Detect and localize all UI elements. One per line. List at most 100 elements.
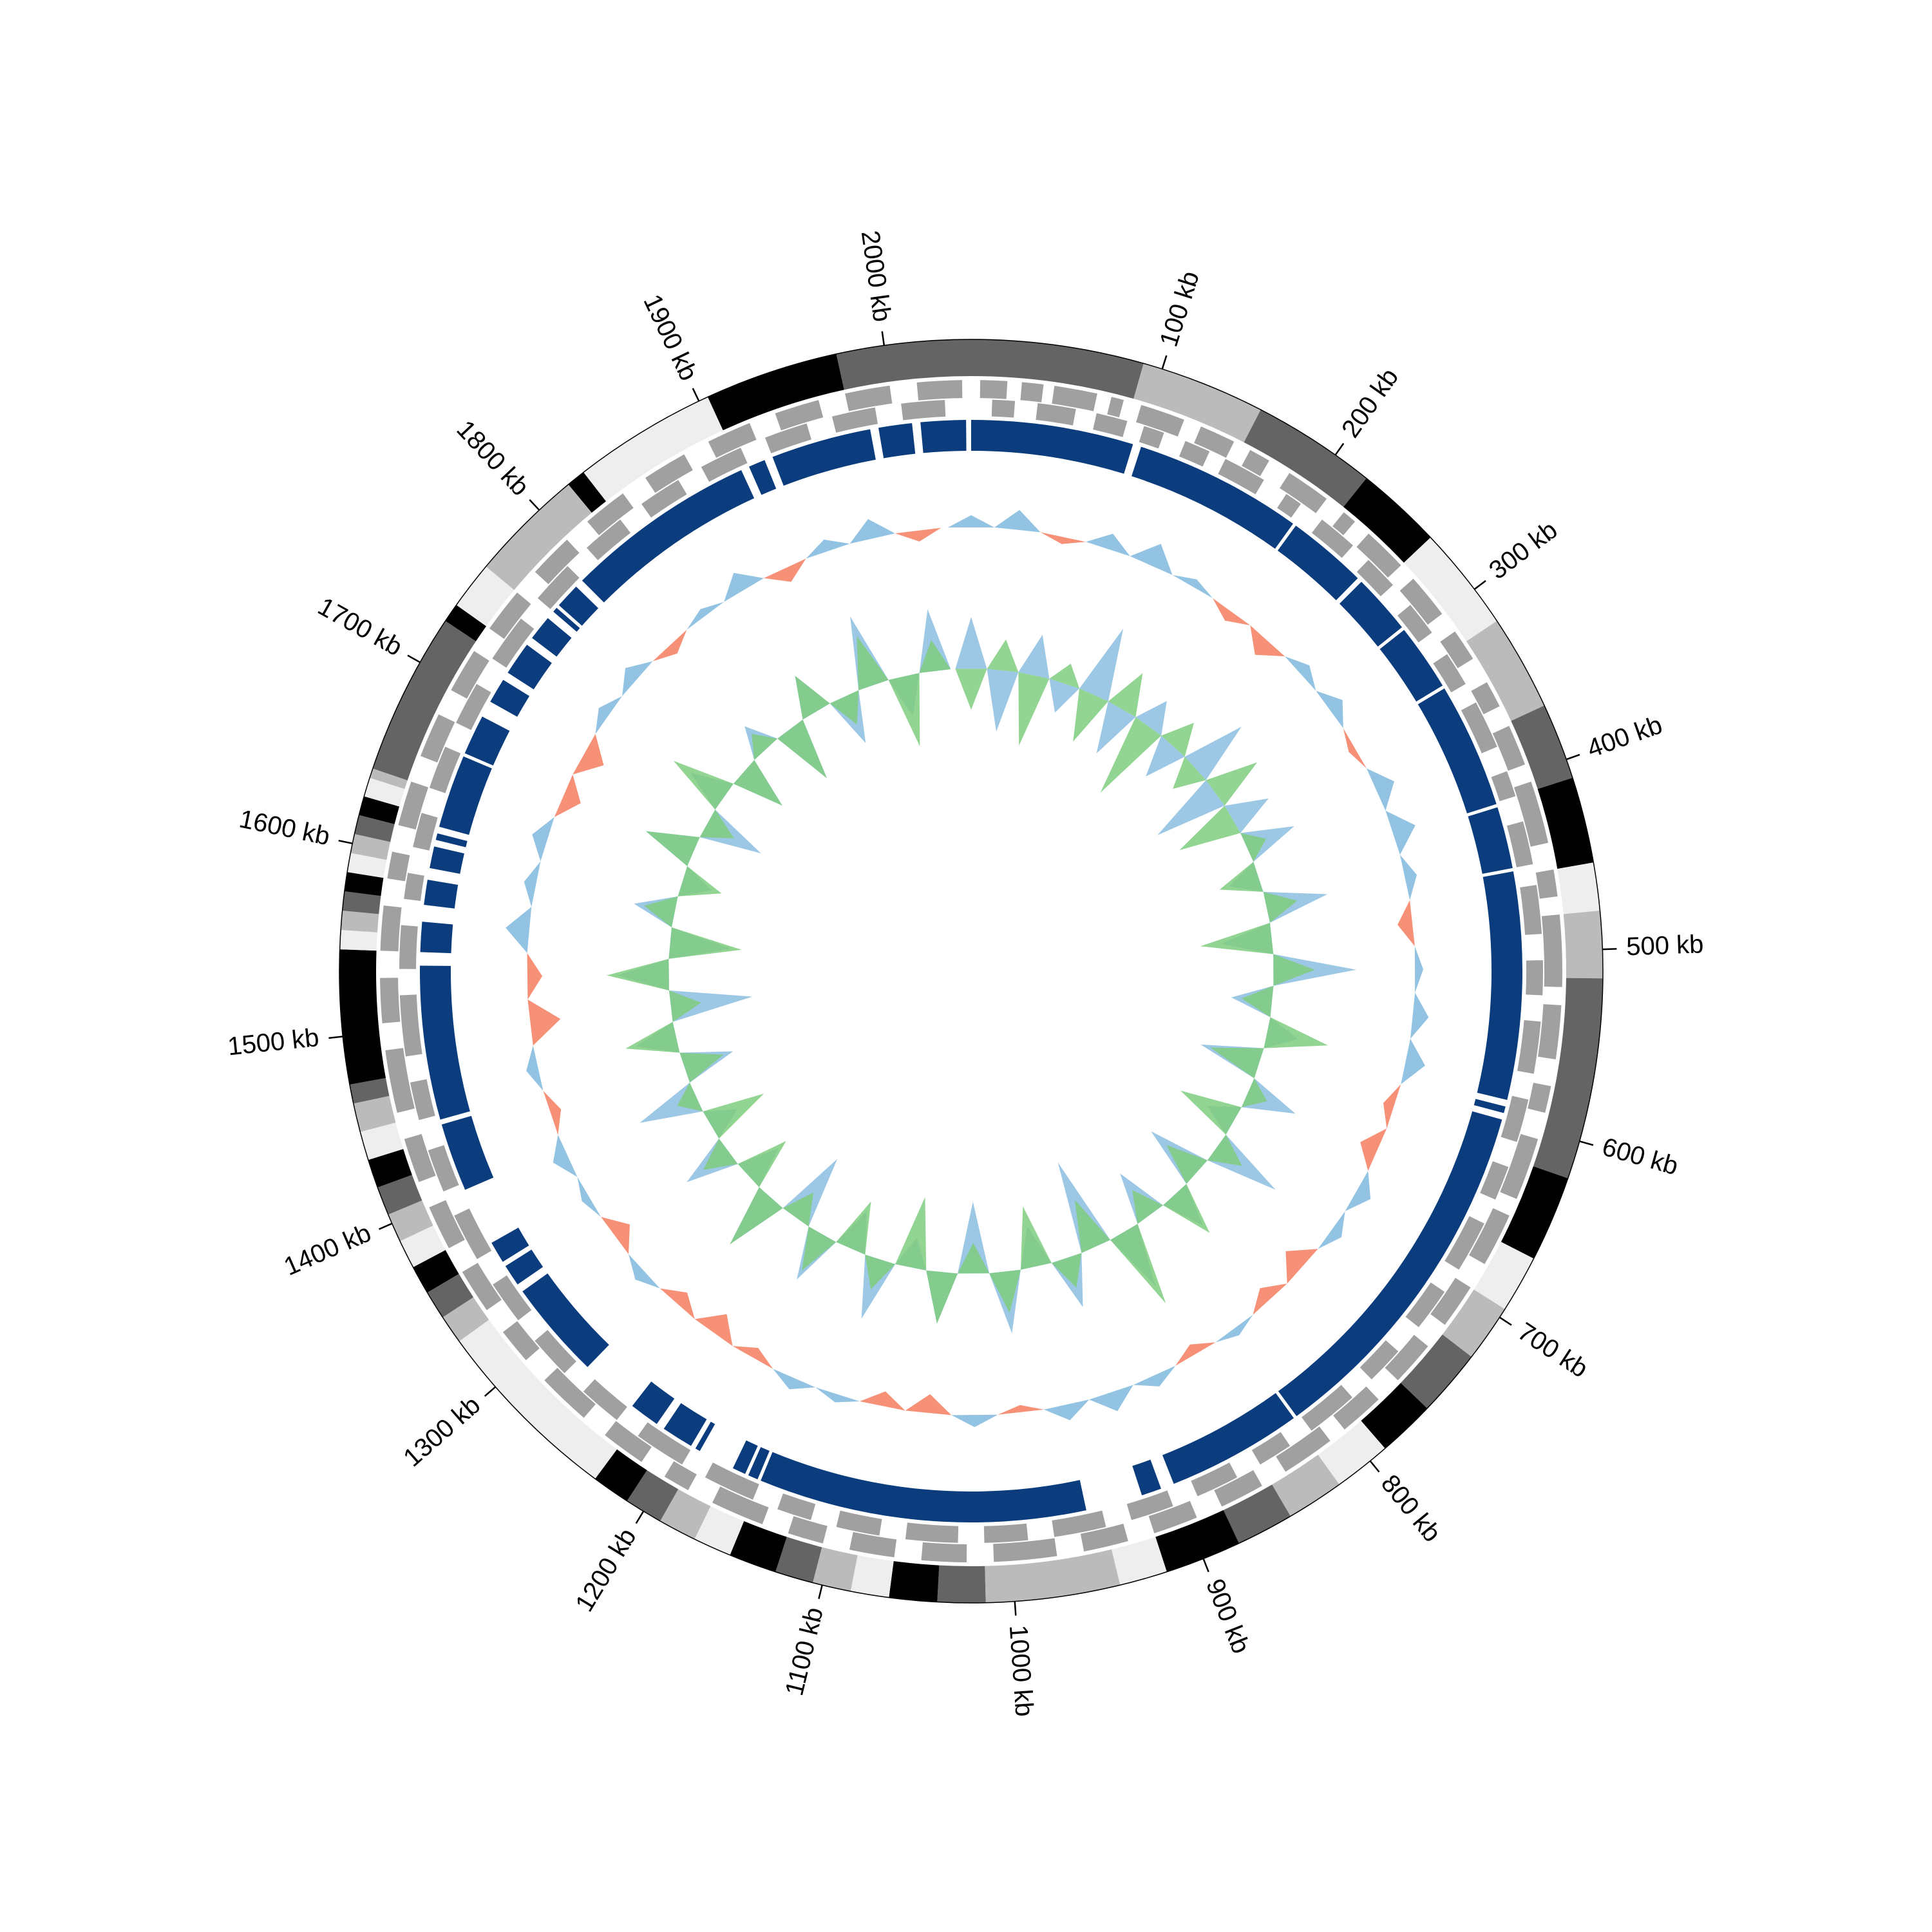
tick-mark [1499, 1316, 1512, 1326]
gc-content [905, 1394, 952, 1416]
ideogram-band [372, 621, 476, 781]
gene [1399, 578, 1443, 625]
gene [1191, 1463, 1238, 1497]
gene [1513, 781, 1549, 847]
tick-label: 1500 kb [226, 1023, 320, 1061]
ideogram-band [1361, 1383, 1428, 1449]
gene [1405, 1282, 1445, 1327]
ideogram-band [1401, 1334, 1472, 1408]
gene [1332, 512, 1356, 536]
gc-skew [989, 1269, 1021, 1313]
synteny-block [582, 469, 755, 603]
gene [1461, 702, 1497, 753]
gene [454, 1208, 492, 1260]
gc-skew [1051, 1253, 1082, 1288]
ideogram-band [344, 872, 384, 896]
gc-content [764, 558, 806, 582]
gc-skew [607, 958, 669, 990]
tick-mark [484, 1386, 497, 1397]
gene [1080, 1524, 1128, 1552]
gc-content [659, 1288, 695, 1320]
tick-mark [407, 654, 421, 663]
gc-skew [1179, 806, 1241, 851]
tick-label: 2000 kb [856, 229, 896, 323]
gc-content [1043, 1399, 1090, 1421]
tick-mark [328, 1036, 343, 1039]
ideogram-band [627, 1470, 679, 1521]
gene [535, 1330, 576, 1374]
gc-skew [1219, 862, 1264, 892]
gene [428, 1145, 459, 1192]
synteny-block [435, 833, 468, 848]
gene [1052, 1510, 1106, 1537]
gc-content [601, 1217, 630, 1255]
gc-skew [679, 1052, 724, 1083]
gene [1501, 1095, 1529, 1142]
gc-content [527, 952, 543, 999]
gene [1126, 1490, 1173, 1520]
tick-label: 300 kb [1484, 516, 1562, 585]
ideogram-band [427, 1274, 474, 1318]
gene [1148, 1501, 1197, 1533]
tick-label: 1000 kb [1004, 1624, 1039, 1718]
gene [1506, 821, 1533, 867]
ideogram-band [1501, 1166, 1568, 1259]
synteny-block [430, 846, 464, 874]
gene [492, 618, 535, 668]
gc-skew [777, 719, 828, 779]
ideogram-band [1111, 1537, 1167, 1586]
gc-content [895, 527, 942, 542]
gene [1356, 560, 1394, 596]
tick-mark [1473, 580, 1486, 591]
ideogram-band [1403, 537, 1497, 641]
ideogram-band [364, 777, 405, 807]
ideogram-band [1442, 1289, 1505, 1357]
gc-content [577, 1177, 601, 1217]
gc-content [1215, 1314, 1253, 1343]
ideogram-band [339, 949, 386, 1085]
gc-content [1285, 1249, 1318, 1284]
gc-content [1385, 810, 1416, 855]
ideogram-band [486, 484, 592, 591]
gc-skew [730, 1187, 783, 1245]
gc-content [573, 734, 604, 775]
tick-mark [1566, 753, 1580, 761]
tick-label: 1900 kb [638, 290, 703, 384]
gene [586, 519, 631, 560]
ideogram-band [1537, 777, 1594, 869]
tick-mark [692, 388, 700, 402]
ideogram-band [445, 605, 487, 641]
synteny-block [772, 429, 876, 486]
gene [404, 873, 424, 902]
ideogram-band [459, 1320, 618, 1479]
gc-content [1089, 1385, 1133, 1412]
ideogram-band [1563, 910, 1603, 979]
gc-content [1172, 574, 1213, 598]
synteny-block [1132, 446, 1293, 549]
gc-skew [1018, 672, 1050, 746]
gc-skew [1264, 1017, 1329, 1048]
gc-skew [836, 1201, 871, 1255]
gene [641, 480, 687, 518]
gc-content [1318, 1211, 1345, 1249]
gene [1277, 494, 1301, 518]
gc-content [951, 1414, 998, 1427]
synteny-block [748, 1446, 770, 1480]
gc-content [1130, 544, 1173, 575]
gene [1433, 654, 1466, 693]
tick-label: 400 kb [1584, 710, 1666, 763]
gc-skew [699, 810, 734, 838]
tick-mark [635, 1511, 645, 1524]
synteny-block [1277, 526, 1358, 601]
tick-label: 900 kb [1200, 1575, 1255, 1658]
gene [451, 650, 489, 699]
ideogram-band [354, 815, 395, 842]
gene [420, 714, 455, 763]
tick-label: 1100 kb [780, 1605, 829, 1699]
gc-skew [1207, 1134, 1242, 1166]
gene [583, 1379, 627, 1420]
gc-content [527, 999, 561, 1046]
gene [788, 1516, 828, 1544]
gc-skew [1161, 723, 1194, 757]
synteny-block [1468, 807, 1513, 874]
